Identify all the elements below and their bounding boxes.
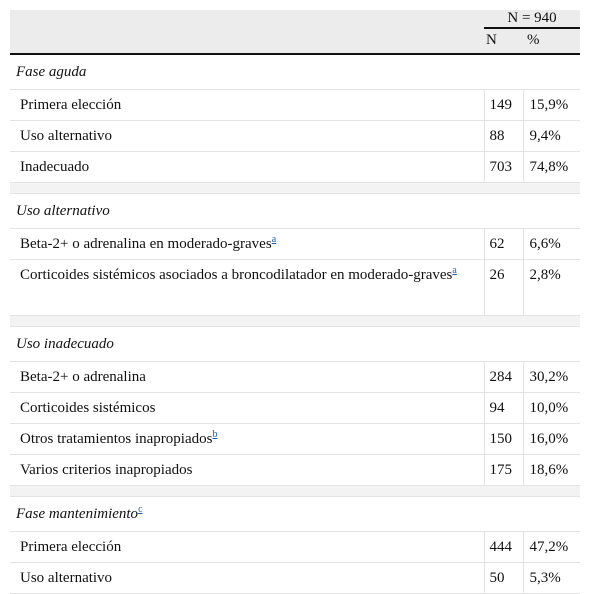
- row-label-cell: Beta-2+ o adrenalina en moderado-gravesa: [10, 228, 485, 260]
- row-label: Primera elección: [10, 89, 485, 121]
- row-label: Beta-2+ o adrenalina: [10, 361, 485, 393]
- row-pct: 74,8%: [523, 151, 581, 183]
- header-row-total: N = 940: [10, 10, 581, 29]
- row-n: 88: [484, 120, 524, 152]
- row-n: 94: [484, 392, 524, 424]
- row-n: 444: [484, 531, 524, 563]
- row-pct: 2,8%: [523, 259, 581, 316]
- results-table: N = 940 N % Fase aguda Primera elección …: [10, 10, 581, 594]
- footnote-link[interactable]: a: [271, 234, 277, 245]
- table-row: Otros tratamientos inapropiadosb 150 16,…: [10, 423, 581, 455]
- section-header: Fase mantenimientoc: [10, 496, 581, 532]
- row-pct: 9,4%: [523, 120, 581, 152]
- row-pct: 16,0%: [523, 423, 581, 455]
- row-label-cell: Corticoides sistémicos asociados a bronc…: [10, 259, 485, 316]
- row-n: 149: [484, 89, 524, 121]
- row-label-cell: Otros tratamientos inapropiadosb: [10, 423, 485, 455]
- section-header: Uso inadecuado: [10, 326, 581, 362]
- section-title: Fase mantenimiento: [16, 506, 139, 522]
- section-header: Fase aguda: [10, 54, 581, 90]
- row-pct: 15,9%: [523, 89, 581, 121]
- row-n: 703: [484, 151, 524, 183]
- footnote-link[interactable]: b: [212, 429, 218, 440]
- row-label: Uso alternativo: [10, 120, 485, 152]
- row-label: Varios criterios inapropiados: [10, 454, 485, 486]
- table-row: Uso alternativo 50 5,3%: [10, 562, 581, 594]
- section-title: Uso alternativo: [10, 193, 581, 229]
- row-pct: 10,0%: [523, 392, 581, 424]
- row-pct: 18,6%: [523, 454, 581, 486]
- table-row: Primera elección 444 47,2%: [10, 531, 581, 563]
- column-header-n: N: [484, 28, 523, 55]
- header-label-cell: [10, 28, 484, 55]
- row-n: 284: [484, 361, 524, 393]
- row-label: Corticoides sistémicos asociados a bronc…: [20, 267, 453, 283]
- row-label: Otros tratamientos inapropiados: [20, 431, 213, 447]
- header-row-columns: N %: [10, 28, 581, 55]
- row-pct: 5,3%: [523, 562, 581, 594]
- footnote-link[interactable]: a: [452, 265, 457, 276]
- row-n: 62: [484, 228, 524, 260]
- column-header-pct: %: [523, 28, 581, 55]
- row-n: 175: [484, 454, 524, 486]
- row-n: 150: [484, 423, 524, 455]
- row-pct: 30,2%: [523, 361, 581, 393]
- table-row: Corticoides sistémicos asociados a bronc…: [10, 259, 581, 316]
- section-spacer: [10, 315, 581, 327]
- table-row: Beta-2+ o adrenalina 284 30,2%: [10, 361, 581, 393]
- section-spacer: [10, 182, 581, 194]
- n-total-header: N = 940: [484, 10, 581, 29]
- table-row: Primera elección 149 15,9%: [10, 89, 581, 121]
- row-label: Corticoides sistémicos: [10, 392, 485, 424]
- table-row: Beta-2+ o adrenalina en moderado-gravesa…: [10, 228, 581, 260]
- section-spacer: [10, 485, 581, 497]
- section-header: Uso alternativo: [10, 193, 581, 229]
- row-label: Uso alternativo: [10, 562, 485, 594]
- row-label: Beta-2+ o adrenalina en moderado-graves: [20, 236, 272, 252]
- header-empty-cell: [10, 10, 484, 28]
- table-row: Inadecuado 703 74,8%: [10, 151, 581, 183]
- table-row: Uso alternativo 88 9,4%: [10, 120, 581, 152]
- data-table-container: N = 940 N % Fase aguda Primera elección …: [10, 10, 581, 594]
- row-label: Primera elección: [10, 531, 485, 563]
- footnote-link[interactable]: c: [138, 504, 143, 515]
- row-pct: 47,2%: [523, 531, 581, 563]
- section-title: Uso inadecuado: [10, 326, 581, 362]
- row-label: Inadecuado: [10, 151, 485, 183]
- table-row: Corticoides sistémicos 94 10,0%: [10, 392, 581, 424]
- table-row: Varios criterios inapropiados 175 18,6%: [10, 454, 581, 486]
- section-title: Fase aguda: [10, 54, 581, 90]
- row-pct: 6,6%: [523, 228, 581, 260]
- row-n: 50: [484, 562, 524, 594]
- section-title-cell: Fase mantenimientoc: [10, 496, 581, 532]
- row-n: 26: [484, 259, 524, 316]
